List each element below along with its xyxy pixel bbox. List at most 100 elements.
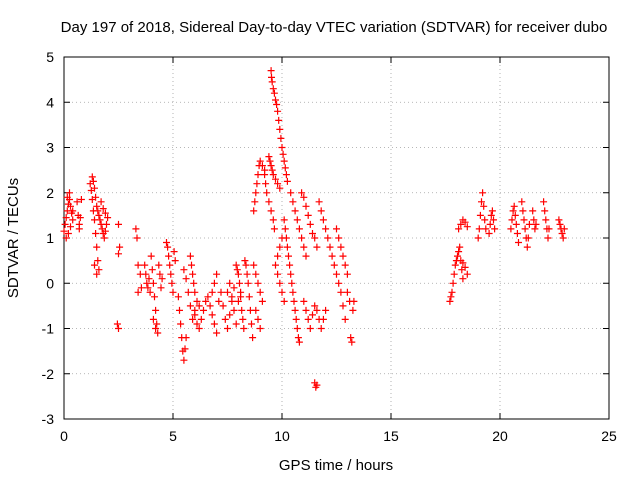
data-point (176, 306, 183, 314)
data-point (132, 225, 140, 233)
data-point (66, 189, 73, 197)
data-point (326, 243, 334, 251)
data-point (252, 270, 260, 278)
data-point (295, 225, 303, 233)
x-tick-label: 20 (492, 428, 508, 444)
data-point (170, 248, 178, 256)
data-point (256, 288, 264, 296)
data-point (63, 193, 71, 201)
data-point (195, 302, 203, 310)
data-point (144, 284, 152, 292)
data-point (258, 162, 266, 170)
data-point (188, 261, 195, 269)
data-point (69, 216, 77, 224)
data-point (197, 315, 205, 323)
data-point (103, 220, 110, 228)
data-point (343, 270, 351, 278)
data-point (219, 302, 227, 310)
x-axis-label: GPS time / hours (279, 457, 393, 474)
data-point (204, 293, 212, 301)
data-point (269, 85, 277, 93)
data-point (96, 216, 104, 224)
data-point (265, 153, 273, 161)
data-point (230, 306, 238, 314)
data-point (152, 306, 160, 314)
data-point (158, 275, 166, 283)
data-point (93, 243, 101, 251)
data-point (330, 261, 338, 269)
y-tick-label: 1 (46, 230, 54, 246)
data-point (237, 293, 245, 301)
y-tick-label: 4 (46, 94, 54, 110)
data-point (328, 252, 336, 260)
data-point (252, 189, 260, 197)
data-point (191, 311, 199, 319)
data-point (324, 234, 332, 242)
data-point (524, 234, 532, 242)
data-point (95, 266, 103, 274)
data-point (115, 325, 122, 332)
data-point (335, 234, 343, 242)
data-point (276, 125, 284, 133)
data-point (531, 225, 539, 233)
data-point (481, 216, 489, 224)
data-point (171, 257, 179, 265)
data-point (115, 220, 122, 228)
data-point (182, 334, 190, 342)
data-point (202, 297, 210, 305)
data-point (213, 329, 221, 337)
data-point (285, 252, 292, 260)
data-point (459, 259, 467, 267)
data-point (268, 73, 275, 81)
data-point (93, 270, 101, 278)
data-point (230, 284, 238, 292)
data-point (302, 202, 310, 210)
data-point (529, 207, 537, 215)
data-point (295, 338, 303, 346)
data-point (234, 297, 242, 305)
data-point (267, 162, 275, 170)
data-point (76, 214, 84, 222)
data-point (300, 297, 308, 305)
data-point (291, 207, 299, 215)
data-point (450, 270, 458, 278)
data-point (200, 306, 207, 314)
data-point (333, 225, 340, 233)
data-point (350, 297, 358, 305)
data-point (267, 207, 275, 215)
data-point (164, 243, 172, 251)
data-point (141, 261, 149, 269)
data-point (190, 279, 198, 287)
data-point (488, 207, 496, 215)
data-point (272, 261, 279, 269)
data-point (242, 261, 250, 269)
data-point (293, 325, 301, 332)
data-point (99, 205, 107, 213)
data-point (186, 302, 194, 310)
data-point (269, 171, 277, 179)
data-point (545, 225, 553, 233)
data-point (560, 225, 568, 233)
data-point (91, 261, 98, 269)
data-point (309, 230, 316, 237)
data-point (153, 320, 161, 328)
data-point (274, 107, 282, 115)
data-point (73, 198, 81, 206)
data-point (208, 288, 216, 296)
data-point (270, 225, 278, 233)
data-point (521, 225, 529, 233)
data-point (250, 207, 258, 215)
data-point (210, 320, 218, 328)
y-axis-label: SDTVAR / TECUs (5, 178, 22, 298)
data-point (193, 297, 201, 305)
y-tick-label: 0 (46, 275, 54, 291)
data-point (167, 270, 175, 278)
data-point (487, 211, 495, 219)
x-tick-label: 0 (60, 428, 68, 444)
data-point (463, 223, 471, 231)
data-point (474, 234, 482, 242)
data-point (100, 234, 108, 242)
data-point (341, 315, 349, 323)
data-point (133, 234, 141, 242)
data-point (92, 230, 100, 237)
